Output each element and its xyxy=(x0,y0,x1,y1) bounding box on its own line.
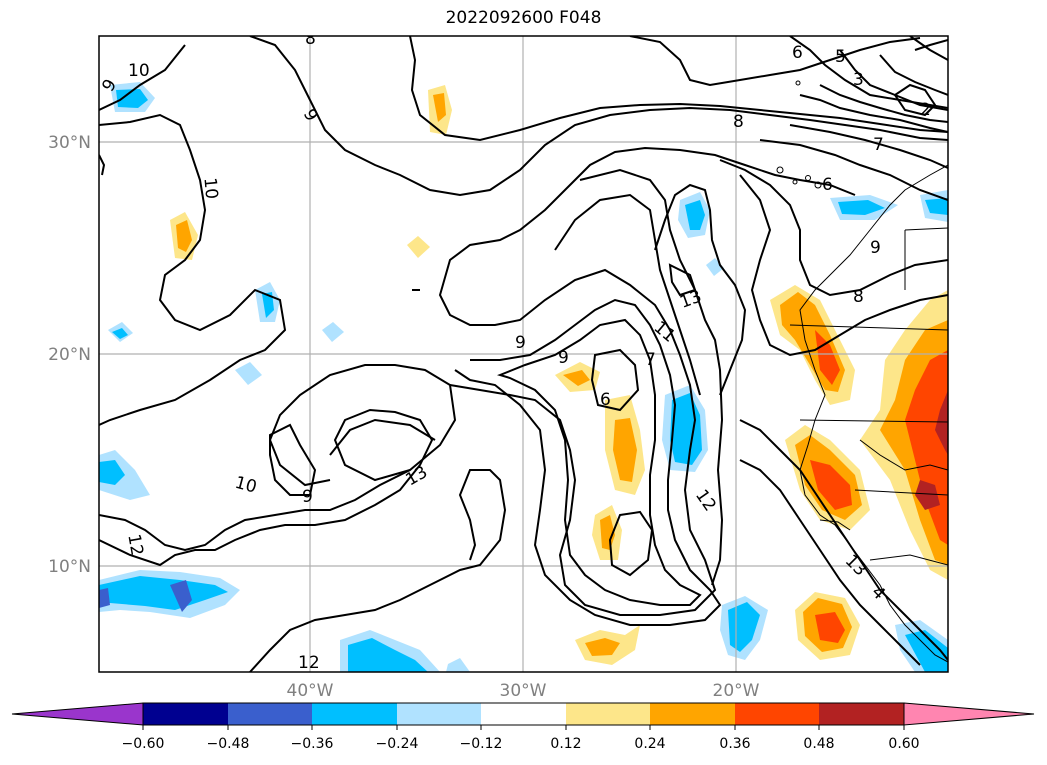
contour-label: 8 xyxy=(733,112,744,132)
colorbar: −0.60 −0.48 −0.36 −0.24 −0.12 0.12 0.24 … xyxy=(11,702,1035,752)
map-title: 2022092600 F048 xyxy=(445,8,602,28)
colorbar-bin xyxy=(650,703,735,725)
colorbar-extend-low xyxy=(11,702,144,726)
colorbar-bin xyxy=(312,703,397,725)
coastlines xyxy=(776,80,948,663)
contour-label: 3 xyxy=(853,70,864,90)
colorbar-bin xyxy=(566,703,650,725)
lat-label-30n: 30°N xyxy=(48,133,91,153)
colorbar-tick-label: −0.36 xyxy=(291,736,334,752)
contour-label: 10 xyxy=(128,61,150,81)
contour-label: 8 xyxy=(305,29,316,49)
colorbar-bin xyxy=(819,703,904,725)
contour-label: 9 xyxy=(558,348,569,368)
lat-label-10n: 10°N xyxy=(48,557,91,577)
colorbar-tick-label: −0.12 xyxy=(460,736,503,752)
colorbar-bin xyxy=(397,703,481,725)
contour-label: 6 xyxy=(600,390,611,410)
contour-label: 7 xyxy=(645,350,656,370)
contour-label: 9 xyxy=(302,487,313,507)
colorbar-tick-label: −0.48 xyxy=(207,736,250,752)
contour-label: 6 xyxy=(792,43,803,63)
colorbar-tick-label: 0.60 xyxy=(888,736,919,752)
contour-label: 9 xyxy=(515,333,526,353)
shaded-field xyxy=(99,82,948,672)
colorbar-extend-high xyxy=(903,702,1035,726)
map-frame xyxy=(98,35,949,673)
lon-label-40w: 40°W xyxy=(287,681,334,701)
colorbar-tick-label: 0.12 xyxy=(550,736,581,752)
colorbar-bin xyxy=(481,703,566,725)
colorbar-tick-label: −0.24 xyxy=(376,736,419,752)
contour-label: 12 xyxy=(123,533,146,558)
contour-label: 6 xyxy=(822,175,833,195)
contour-label: 7 xyxy=(873,135,884,155)
map-plot-area: 10 9 8 6 5 3 2 8 7 6 10 9 9 8 13 11 7 6 … xyxy=(99,29,948,673)
colorbar-tick-label: −0.60 xyxy=(122,736,165,752)
lon-label-20w: 20°W xyxy=(713,681,760,701)
lon-label-30w: 30°W xyxy=(500,681,547,701)
colorbar-tick-label: 0.48 xyxy=(803,736,834,752)
axis-labels: 30°N 20°N 10°N 40°W 30°W 20°W xyxy=(48,133,760,701)
contour-label: 12 xyxy=(298,653,320,673)
contour-lines xyxy=(99,36,948,672)
contour-label: 5 xyxy=(835,47,846,67)
colorbar-tick-label: 0.36 xyxy=(719,736,750,752)
colorbar-bin xyxy=(735,703,819,725)
contour-label: 9 xyxy=(870,238,881,258)
lat-label-20n: 20°N xyxy=(48,345,91,365)
contour-label: 2 xyxy=(920,100,931,120)
contour-label: 8 xyxy=(853,287,864,307)
colorbar-bin xyxy=(143,703,228,725)
colorbar-bin xyxy=(228,703,312,725)
colorbar-tick-label: 0.24 xyxy=(634,736,665,752)
contour-label: 10 xyxy=(199,177,221,200)
